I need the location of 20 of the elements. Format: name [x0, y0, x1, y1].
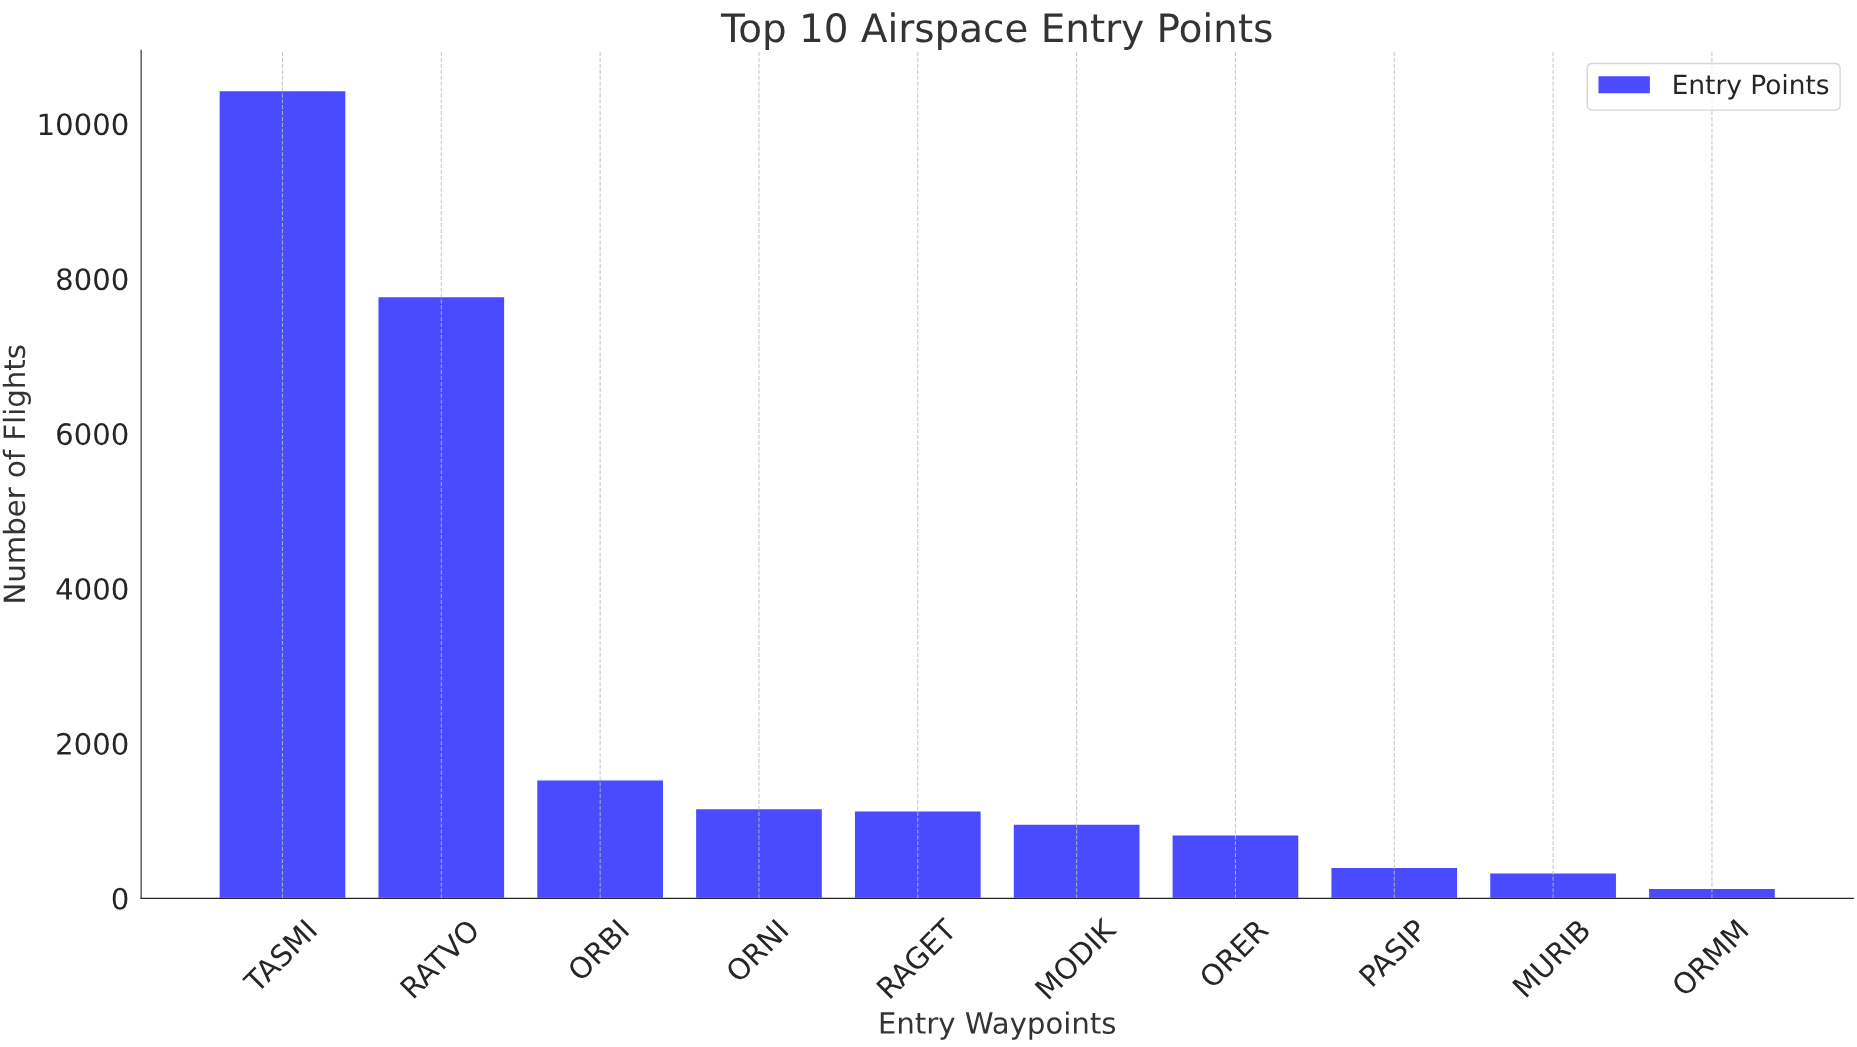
- y-axis-title: Number of Flights: [2, 345, 31, 602]
- bar: [377, 295, 506, 899]
- bar: [218, 89, 347, 899]
- y-tick-label: 0: [112, 887, 128, 910]
- bar: [535, 779, 665, 899]
- y-tick-label: 8000: [57, 268, 128, 291]
- y-tick-label: 6000: [57, 423, 128, 446]
- y-tick-label: 2000: [57, 732, 128, 755]
- bar: [1647, 887, 1777, 899]
- bar: [694, 807, 824, 899]
- bar: [1330, 866, 1459, 899]
- legend-label: Entry Points: [1674, 74, 1829, 100]
- bar: [853, 810, 983, 899]
- y-tick-label: 10000: [39, 113, 128, 136]
- y-tick-label: 4000: [56, 577, 128, 601]
- x-axis-title: Entry Waypoints: [880, 1011, 1116, 1040]
- bar: [1171, 834, 1300, 899]
- bar: [1012, 823, 1141, 899]
- bar: [1488, 872, 1618, 899]
- chart-title: Top 10 Airspace Entry Points: [720, 12, 1272, 51]
